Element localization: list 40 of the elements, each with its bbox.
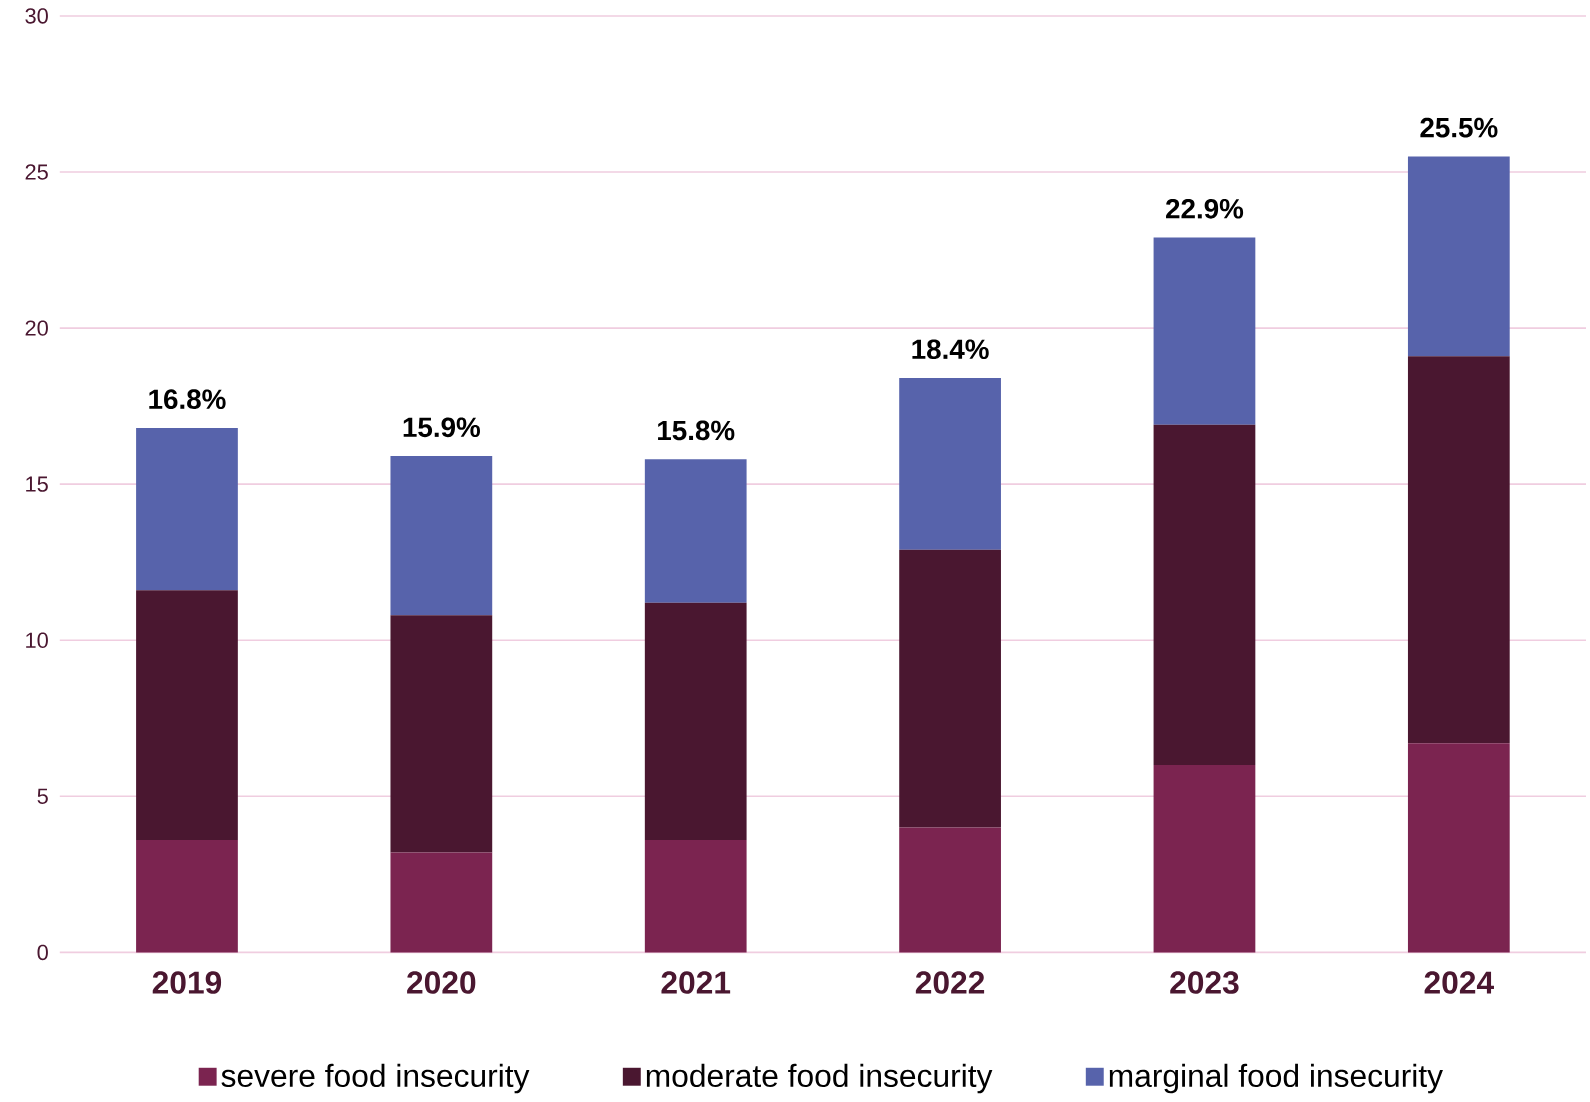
bar xyxy=(1153,424,1256,766)
legend-label: moderate food insecurity xyxy=(646,1063,993,1094)
total-label: 15.8% xyxy=(658,420,735,441)
x-tick-label: 2024 xyxy=(1424,971,1494,994)
bar xyxy=(1407,743,1510,953)
bar xyxy=(390,615,493,853)
bar xyxy=(1153,237,1256,425)
bar xyxy=(1407,156,1510,357)
bar xyxy=(136,840,238,953)
bar xyxy=(899,378,1001,550)
total-label: 16.8% xyxy=(149,389,226,410)
bar xyxy=(390,456,493,616)
bar xyxy=(1407,356,1510,744)
y-tick-label: 20 xyxy=(25,320,48,336)
bar xyxy=(136,590,238,841)
y-tick-label: 25 xyxy=(25,164,48,180)
x-tick-label: 2020 xyxy=(407,971,476,994)
y-tick-label: 0 xyxy=(37,944,48,961)
legend-label: severe food insecurity xyxy=(221,1063,530,1094)
bar xyxy=(644,459,747,603)
legend-label: marginal food insecurity xyxy=(1109,1063,1443,1094)
y-tick-label: 5 xyxy=(37,788,48,805)
x-tick-label: 2023 xyxy=(1170,971,1239,994)
bar xyxy=(1153,765,1256,953)
bar xyxy=(644,840,747,953)
y-tick-label: 15 xyxy=(26,476,48,492)
total-label: 22.9% xyxy=(1166,199,1244,219)
bar xyxy=(899,827,1001,953)
total-label: 18.4% xyxy=(912,339,989,360)
x-tick-label: 2022 xyxy=(915,971,985,994)
bar xyxy=(644,602,747,841)
bar xyxy=(136,428,238,591)
total-label: 15.9% xyxy=(403,417,480,438)
total-label: 25.5% xyxy=(1420,117,1498,138)
y-tick-label: 30 xyxy=(25,8,48,24)
bar xyxy=(390,852,493,953)
x-tick-label: 2019 xyxy=(152,971,222,994)
x-tick-label: 2021 xyxy=(661,971,731,994)
y-tick-label: 10 xyxy=(26,632,48,649)
bar xyxy=(899,549,1001,828)
